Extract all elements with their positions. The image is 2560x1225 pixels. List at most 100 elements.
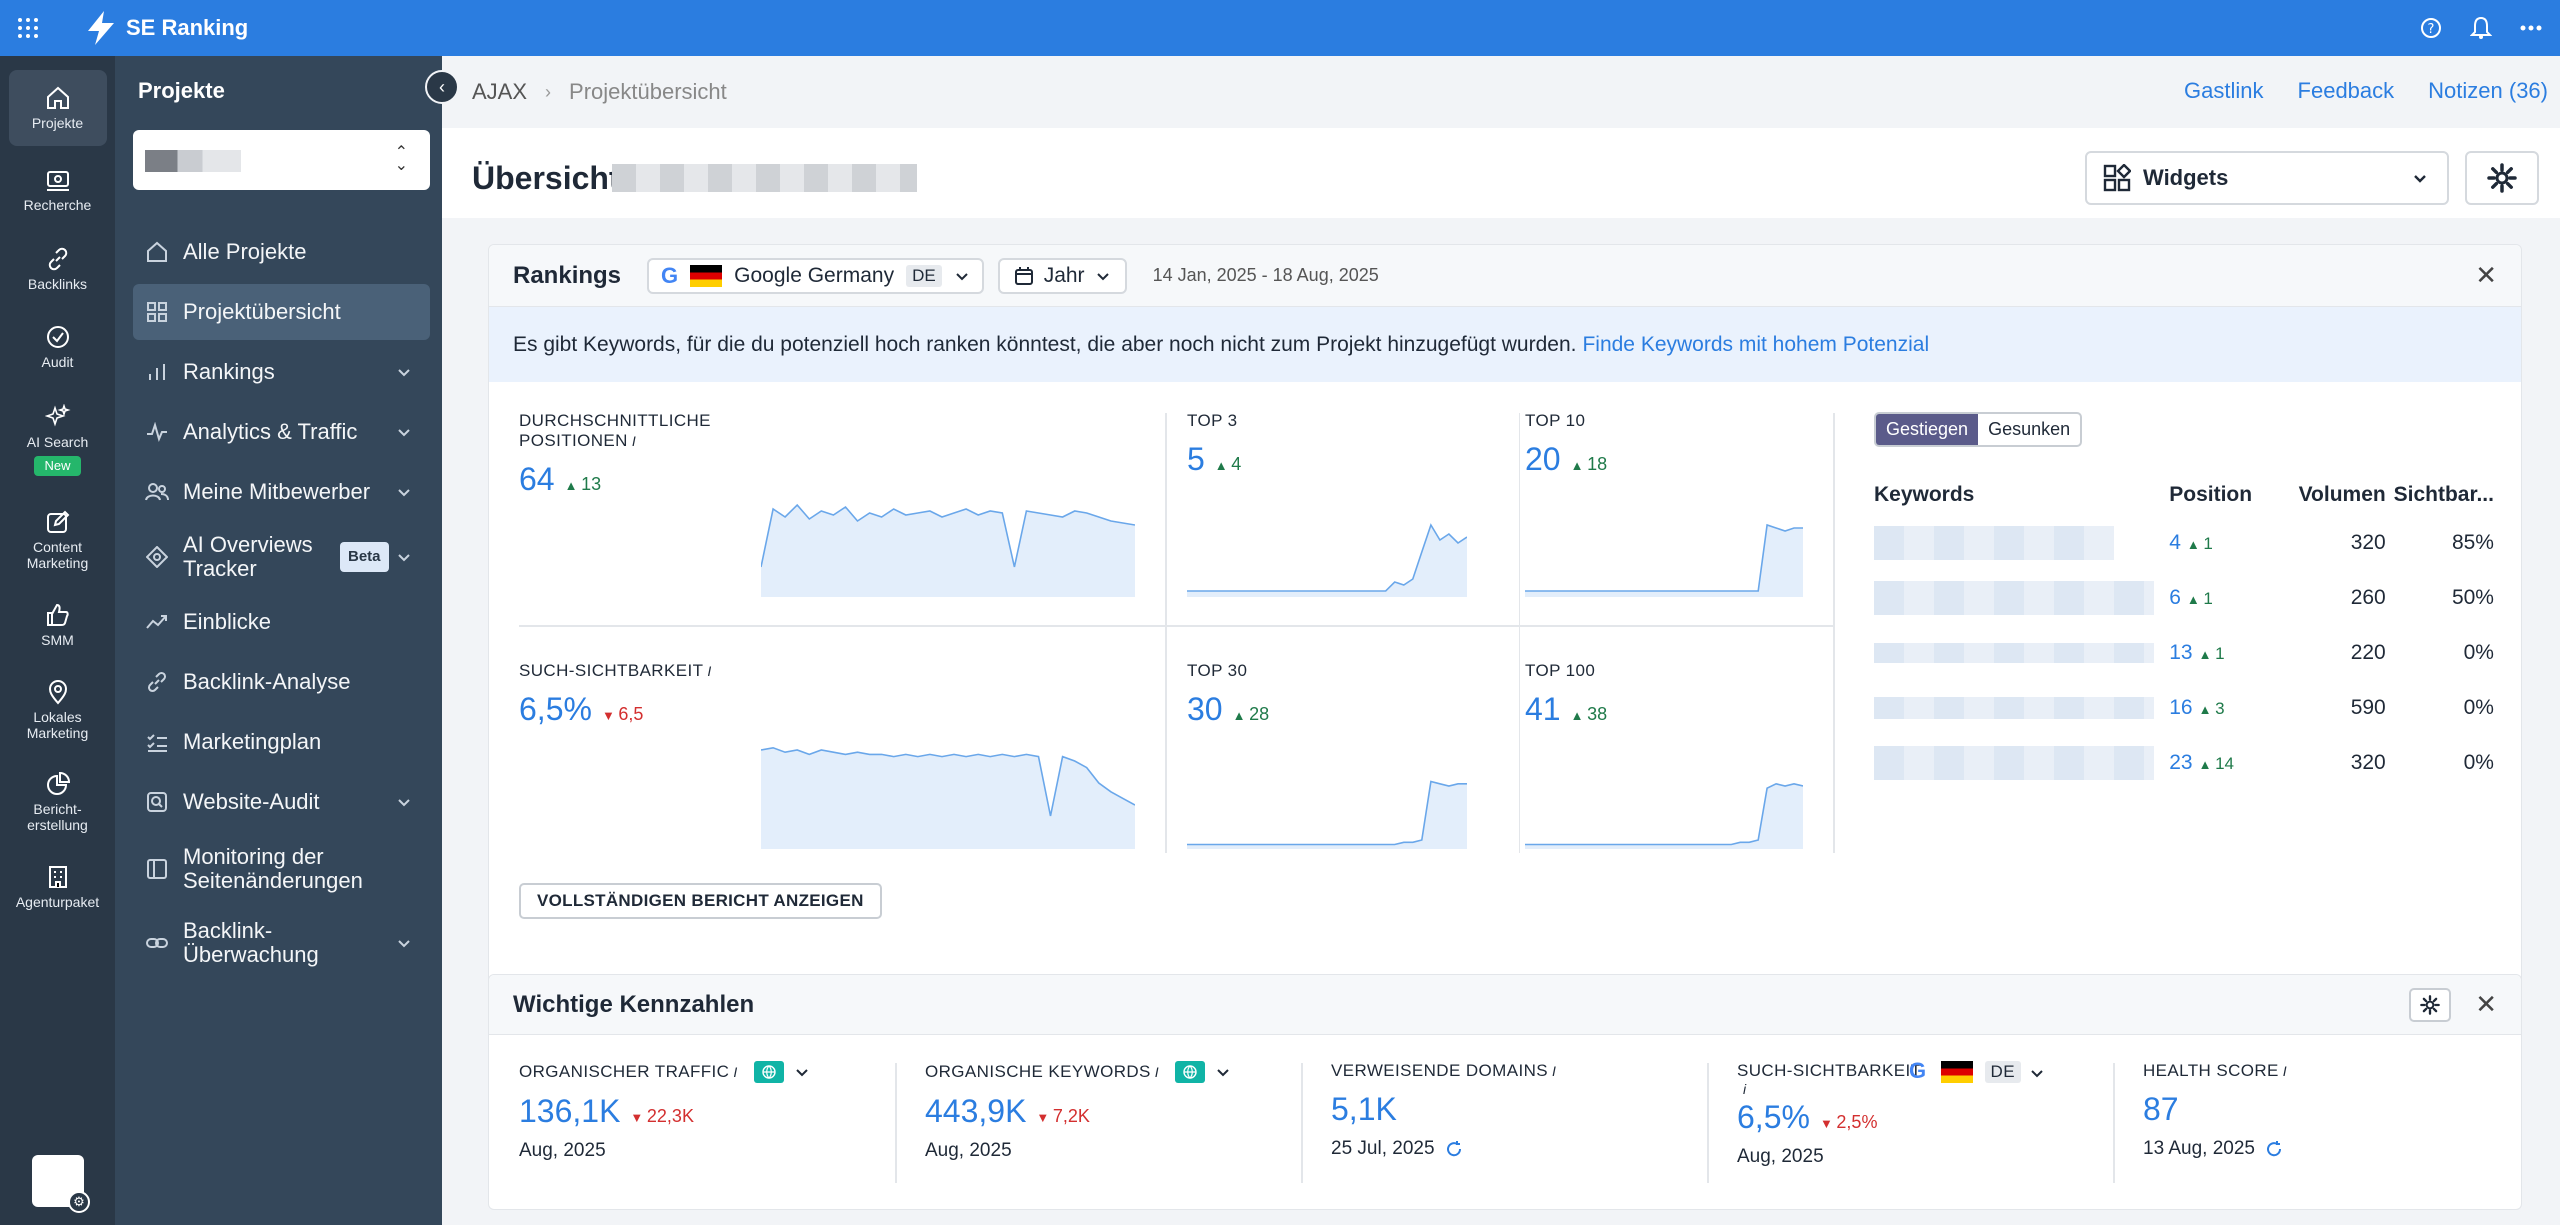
metric-value: 6,5% (519, 691, 592, 727)
position-value[interactable]: 6 (2169, 585, 2181, 609)
project-domain-redacted (612, 164, 917, 192)
table-row: 16 3 590 0% (1874, 680, 2494, 735)
column-header-volumen[interactable]: Volumen (2298, 483, 2386, 506)
column-header-sichtbarkeit[interactable]: Sichtbar... (2393, 483, 2494, 506)
sidebar-item-alle-projekte[interactable]: Alle Projekte (133, 224, 430, 280)
search-engine-dropdown[interactable]: G Google Germany DE (647, 257, 984, 294)
sidebar-item-ai-overviews-tracker[interactable]: AI Overviews Tracker Beta (133, 524, 430, 590)
feedback-link[interactable]: Feedback (2297, 78, 2395, 103)
position-value[interactable]: 13 (2169, 640, 2193, 664)
keyword-redacted[interactable] (1874, 642, 2169, 663)
kpi-health-score: Health Score i 87 13 Aug, 2025 (2143, 1061, 2503, 1160)
refresh-icon[interactable] (2265, 1140, 2283, 1158)
info-icon[interactable]: i (1743, 1081, 1747, 1097)
settings-button[interactable] (2465, 151, 2539, 205)
sidebar-item-einblicke[interactable]: Einblicke (133, 594, 430, 650)
close-icon[interactable]: ✕ (2475, 260, 2497, 290)
info-icon[interactable]: i (733, 1064, 738, 1080)
sidebar-item-backlink-ueberwachung[interactable]: Backlink-Überwachung (133, 908, 430, 978)
metric-date: 25 Jul, 2025 (1331, 1138, 1435, 1159)
sidebar-item-marketingplan[interactable]: Marketingplan (133, 714, 430, 770)
chart-area (1187, 525, 1467, 597)
globe-icon[interactable] (1175, 1061, 1206, 1083)
apps-grid-icon[interactable] (0, 0, 56, 56)
sidebar-item-website-audit[interactable]: Website-Audit (133, 774, 430, 830)
visibility-value: 50% (2451, 585, 2494, 609)
avg-positions-metric: Durchschnittliche Positioneni 64 13 (519, 411, 759, 498)
info-icon[interactable]: i (2282, 1063, 2288, 1079)
rail-item-projekte[interactable]: Projekte (8, 70, 107, 146)
rankings-title: Rankings (513, 261, 622, 289)
kpi-settings-button[interactable] (2409, 988, 2451, 1022)
sidebar-item-meine-mitbewerber[interactable]: Meine Mitbewerber (133, 464, 430, 520)
notes-link[interactable]: Notizen (36) (2428, 78, 2548, 103)
position-value[interactable]: 4 (2169, 530, 2181, 554)
rail-item-content-marketing[interactable]: Content Marketing (9, 500, 107, 580)
column-header-position[interactable]: Position (2169, 483, 2253, 506)
chevron-down-icon (2414, 175, 2426, 183)
info-icon[interactable]: i (631, 433, 637, 449)
column-header-keywords[interactable]: Keywords (1874, 483, 1975, 506)
volume-value: 220 (2350, 640, 2386, 664)
keyword-redacted[interactable] (1874, 580, 2169, 615)
close-icon[interactable]: ✕ (2475, 989, 2497, 1019)
help-icon[interactable]: ? (2420, 17, 2442, 39)
gear-icon (2420, 995, 2440, 1015)
widgets-label: Widgets (2143, 165, 2229, 190)
high-potential-keywords-link[interactable]: Finde Keywords mit hohem Potenzial (1582, 332, 1930, 356)
divider (1707, 1063, 1709, 1183)
breadcrumb-root[interactable]: AJAX (472, 79, 528, 104)
keyword-redacted[interactable] (1874, 696, 2169, 719)
metric-value: 87 (2143, 1091, 2179, 1127)
rail-item-berichterstellung[interactable]: Bericht-erstellung (9, 762, 107, 842)
position-value[interactable]: 23 (2169, 750, 2193, 774)
sidebar-item-analytics-traffic[interactable]: Analytics & Traffic (133, 404, 430, 460)
rail-item-ai-search[interactable]: AI Search New (9, 392, 107, 488)
rail-item-backlinks[interactable]: Backlinks (9, 236, 107, 302)
widgets-dropdown[interactable]: Widgets (2085, 151, 2449, 205)
keyword-redacted[interactable] (1874, 745, 2169, 780)
user-avatar[interactable]: ⚙ (32, 1155, 90, 1213)
position-change: 1 (2199, 644, 2225, 663)
pie-chart-icon (46, 771, 70, 795)
link-icon (145, 671, 169, 693)
toggle-gestiegen[interactable]: Gestiegen (1876, 414, 1979, 445)
chevron-down-icon[interactable] (2029, 1065, 2045, 1081)
rail-item-smm[interactable]: SMM (9, 592, 107, 658)
project-name-redacted (145, 150, 241, 172)
sidebar-item-monitoring[interactable]: Monitoring der Seitenänderungen (133, 834, 430, 904)
position-value[interactable]: 16 (2169, 695, 2193, 719)
toggle-gesunken[interactable]: Gesunken (1988, 419, 2071, 439)
info-icon[interactable]: i (1154, 1064, 1160, 1080)
divider (1833, 413, 1835, 853)
refresh-icon[interactable] (1445, 1140, 1463, 1158)
project-sidebar: Projekte ‹ ⌃ ⌄ Alle Projekte Projektübers… (115, 56, 459, 1225)
full-report-button[interactable]: Vollständigen Bericht anzeigen (519, 883, 882, 919)
info-icon[interactable]: i (707, 663, 712, 679)
check-circle-icon (46, 326, 69, 348)
top-bar: SE Ranking ? (0, 0, 2560, 56)
sidebar-item-backlink-analyse[interactable]: Backlink-Analyse (133, 654, 430, 710)
rankings-card-header: Rankings G Google Germany DE Jahr 14 Jan… (489, 245, 2521, 307)
info-icon[interactable]: i (1552, 1063, 1557, 1079)
sidebar-item-rankings[interactable]: Rankings (133, 344, 430, 400)
period-dropdown[interactable]: Jahr (997, 257, 1127, 294)
collapse-sidebar-button[interactable]: ‹ (425, 70, 459, 104)
new-badge: New (34, 456, 81, 476)
globe-icon[interactable] (753, 1061, 784, 1083)
beta-badge: Beta (340, 542, 389, 572)
brand-logo[interactable]: SE Ranking (86, 11, 248, 45)
keyword-redacted[interactable] (1874, 525, 2169, 560)
users-icon (145, 482, 169, 502)
guest-link[interactable]: Gastlink (2184, 78, 2264, 103)
rail-item-recherche[interactable]: Recherche (9, 158, 107, 224)
rail-item-agenturpaket[interactable]: Agenturpaket (9, 854, 107, 920)
sidebar-item-projektuebersicht[interactable]: Projektübersicht (133, 284, 430, 340)
chevron-down-icon[interactable] (794, 1064, 810, 1080)
chevron-down-icon[interactable] (1215, 1064, 1231, 1080)
bell-icon[interactable] (2470, 16, 2492, 40)
rail-item-lokales-marketing[interactable]: Lokales Marketing (9, 670, 107, 750)
rail-item-audit[interactable]: Audit (9, 314, 107, 380)
more-icon[interactable] (2520, 25, 2542, 31)
project-selector[interactable]: ⌃ ⌄ (133, 130, 430, 190)
